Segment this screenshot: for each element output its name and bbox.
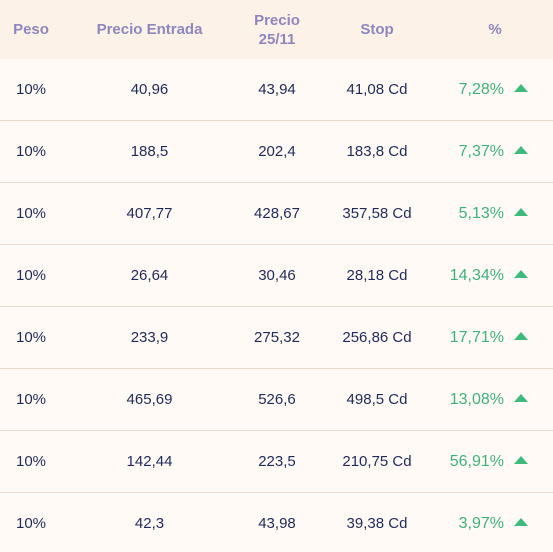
header-pct: %	[488, 21, 502, 38]
cell-pct: 56,91%	[420, 431, 528, 492]
header-precio-actual-date: 25/11	[258, 30, 296, 48]
cell-pct: 7,37%	[420, 121, 528, 182]
pct-value: 56,91%	[449, 452, 504, 470]
cell-precio-actual: 43,98	[258, 515, 296, 532]
header-precio-entrada: Precio Entrada	[96, 21, 203, 38]
cell-stop: 41,08 Cd	[346, 81, 408, 98]
cell-precio-entrada: 142,44	[126, 453, 173, 470]
table-body: 10% 40,96 43,94 41,08 Cd 7,28% 10% 188,5…	[0, 59, 553, 552]
header-precio-actual-label: Precio	[254, 11, 300, 29]
cell-stop: 256,86 Cd	[342, 329, 412, 346]
header-stop: Stop	[360, 21, 394, 38]
cell-stop: 28,18 Cd	[346, 267, 408, 284]
table-row: 10% 233,9 275,32 256,86 Cd 17,71%	[0, 307, 553, 369]
triangle-up-icon	[514, 270, 528, 278]
table-row: 10% 42,3 43,98 39,38 Cd 3,97%	[0, 493, 553, 552]
table-row: 10% 40,96 43,94 41,08 Cd 7,28%	[0, 59, 553, 121]
triangle-up-icon	[514, 146, 528, 154]
cell-stop: 498,5 Cd	[346, 391, 408, 408]
pct-value: 5,13%	[458, 204, 504, 222]
cell-peso: 10%	[15, 329, 47, 346]
table-row: 10% 26,64 30,46 28,18 Cd 14,34%	[0, 245, 553, 307]
cell-peso: 10%	[15, 391, 47, 408]
cell-pct: 17,71%	[420, 307, 528, 368]
cell-peso: 10%	[15, 205, 47, 222]
pct-value: 14,34%	[449, 266, 504, 284]
cell-peso: 10%	[15, 81, 47, 98]
cell-peso: 10%	[15, 267, 47, 284]
header-peso: Peso	[13, 21, 49, 38]
triangle-up-icon	[514, 84, 528, 92]
cell-stop: 357,58 Cd	[342, 205, 412, 222]
triangle-up-icon	[514, 518, 528, 526]
cell-peso: 10%	[15, 143, 47, 160]
cell-precio-actual: 428,67	[254, 205, 300, 222]
cell-pct: 13,08%	[420, 369, 528, 430]
cell-precio-entrada: 188,5	[130, 143, 169, 160]
cell-pct: 7,28%	[420, 59, 528, 120]
cell-pct: 14,34%	[420, 245, 528, 306]
cell-precio-entrada: 465,69	[126, 391, 173, 408]
pct-value: 7,37%	[458, 142, 504, 160]
triangle-up-icon	[514, 208, 528, 216]
triangle-up-icon	[514, 394, 528, 402]
triangle-up-icon	[514, 332, 528, 340]
table-row: 10% 407,77 428,67 357,58 Cd 5,13%	[0, 183, 553, 245]
triangle-up-icon	[514, 456, 528, 464]
cell-precio-actual: 43,94	[258, 81, 296, 98]
cell-precio-actual: 30,46	[258, 267, 296, 284]
cell-peso: 10%	[15, 515, 47, 532]
pct-value: 17,71%	[449, 328, 504, 346]
cell-pct: 3,97%	[420, 493, 528, 552]
header-precio-actual: Precio 25/11	[232, 0, 322, 59]
cell-precio-entrada: 233,9	[130, 329, 169, 346]
cell-precio-actual: 526,6	[258, 391, 296, 408]
cell-stop: 183,8 Cd	[346, 143, 408, 160]
table-row: 10% 188,5 202,4 183,8 Cd 7,37%	[0, 121, 553, 183]
cell-peso: 10%	[15, 453, 47, 470]
cell-precio-entrada: 40,96	[130, 81, 169, 98]
pct-value: 7,28%	[458, 80, 504, 98]
cell-precio-actual: 275,32	[254, 329, 300, 346]
cell-precio-entrada: 26,64	[130, 267, 169, 284]
cell-precio-entrada: 407,77	[126, 205, 173, 222]
cell-precio-actual: 202,4	[258, 143, 296, 160]
cell-pct: 5,13%	[420, 183, 528, 244]
table-row: 10% 465,69 526,6 498,5 Cd 13,08%	[0, 369, 553, 431]
cell-stop: 210,75 Cd	[342, 453, 412, 470]
table-row: 10% 142,44 223,5 210,75 Cd 56,91%	[0, 431, 553, 493]
cell-precio-entrada: 42,3	[134, 515, 165, 532]
cell-precio-actual: 223,5	[258, 453, 296, 470]
cell-stop: 39,38 Cd	[346, 515, 408, 532]
pct-value: 3,97%	[458, 514, 504, 532]
table-header: Peso Precio Entrada Precio 25/11 Stop %	[0, 0, 553, 59]
pct-value: 13,08%	[449, 390, 504, 408]
